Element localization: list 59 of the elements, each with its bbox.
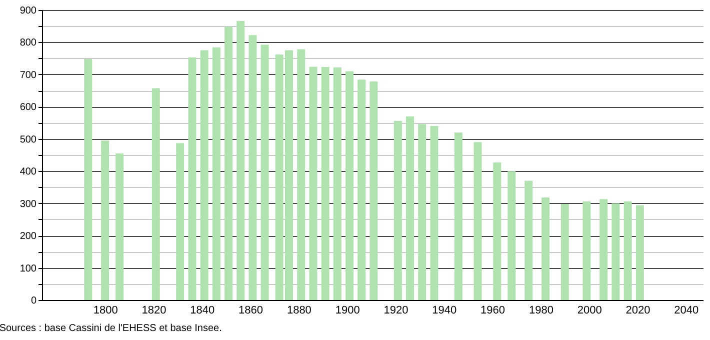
bar <box>188 57 196 300</box>
bar <box>176 143 184 300</box>
bar <box>370 82 378 300</box>
x-tick-label: 1940 <box>432 304 457 316</box>
x-tick-label: 1960 <box>480 304 506 316</box>
y-tick-label: 200 <box>20 231 37 242</box>
bar <box>346 71 354 300</box>
x-tick-label: 2000 <box>577 304 602 316</box>
bar <box>224 26 233 300</box>
bar <box>236 20 245 300</box>
y-tick-label: 100 <box>20 263 37 274</box>
bar <box>474 142 482 300</box>
bar <box>524 180 533 300</box>
bar <box>454 132 462 300</box>
y-tick-label: 0 <box>30 296 37 306</box>
bar <box>212 47 220 300</box>
bar <box>84 58 92 300</box>
x-tick-label: 1880 <box>286 304 312 316</box>
bar <box>508 171 516 300</box>
y-tick-label: 400 <box>20 166 37 178</box>
bar <box>260 44 269 300</box>
bar <box>200 50 208 300</box>
y-tick-label: 500 <box>20 134 37 146</box>
bar <box>358 80 366 300</box>
x-tick-label: 1920 <box>384 304 408 316</box>
bar <box>321 67 330 300</box>
y-tick-label: 800 <box>20 38 37 49</box>
bar <box>418 124 426 300</box>
y-tick-label: 900 <box>20 6 37 16</box>
x-tick-label: 2020 <box>626 304 650 316</box>
x-tick-label: 1860 <box>238 304 264 316</box>
bar <box>600 199 608 300</box>
bar <box>493 162 502 300</box>
y-tick-label: 700 <box>20 70 37 81</box>
x-tick-label: 1840 <box>190 304 215 316</box>
x-tick-label: 1900 <box>335 304 360 316</box>
y-tick-label: 300 <box>20 198 37 210</box>
bar <box>101 140 110 300</box>
bar <box>309 66 318 300</box>
bar <box>542 198 550 300</box>
bar <box>333 67 342 300</box>
bar <box>248 35 257 300</box>
x-tick-label: 1820 <box>142 304 166 316</box>
bar <box>116 153 124 300</box>
y-tick-label: 600 <box>20 102 37 114</box>
source-note: Sources : base Cassini de l'EHESS et base Insee. <box>0 323 222 334</box>
x-tick-label: 1980 <box>528 304 554 316</box>
x-tick-label: 2040 <box>674 304 699 316</box>
bar <box>624 201 632 300</box>
bar <box>406 116 414 300</box>
bar <box>582 201 591 300</box>
bar <box>297 49 306 300</box>
bar <box>430 126 438 300</box>
bar <box>152 88 160 300</box>
bar <box>394 120 402 300</box>
bar <box>560 204 569 300</box>
bar <box>612 203 620 300</box>
bar <box>636 205 644 300</box>
x-tick-label: 1800 <box>93 304 118 316</box>
